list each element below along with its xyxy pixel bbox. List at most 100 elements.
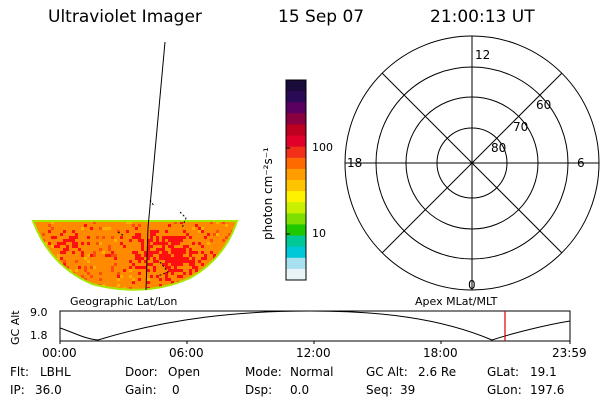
aurora-pixel [108,248,111,251]
aurora-pixel [171,236,174,239]
altitude-xtick: 23:59 [552,346,587,360]
aurora-pixel [66,290,69,293]
aurora-pixel [150,239,153,242]
aurora-pixel [42,233,45,236]
aurora-pixel [138,233,141,236]
aurora-pixel [129,239,132,242]
aurora-pixel [135,266,138,269]
aurora-pixel [150,236,153,239]
aurora-pixel [126,230,129,233]
aurora-pixel [132,278,135,281]
aurora-pixel [171,269,174,272]
colorbar-unit-label: photon cm⁻²s⁻¹ [261,147,275,240]
aurora-pixel [183,236,186,239]
colorbar-band [286,257,306,270]
aurora-pixel [189,251,192,254]
aurora-pixel [180,269,183,272]
aurora-pixel [204,254,207,257]
aurora-pixel [180,263,183,266]
aurora-pixel [96,287,99,290]
aurora-pixel [231,290,234,293]
aurora-pixel [153,233,156,236]
aurora-pixel [213,290,216,293]
status-value-seq: 39 [400,383,416,397]
aurora-pixel [168,260,171,263]
aurora-pixel [204,236,207,239]
map-right-caption: Apex MLat/MLT [415,295,498,308]
map-left-caption: Geographic Lat/Lon [70,295,178,308]
aurora-pixel [186,284,189,287]
aurora-pixel [174,269,177,272]
aurora-pixel [162,248,165,251]
aurora-pixel [144,260,147,263]
aurora-pixel [150,263,153,266]
aurora-pixel [48,266,51,269]
aurora-pixel [135,236,138,239]
aurora-pixel [111,266,114,269]
aurora-pixel [87,287,90,290]
aurora-pixel [138,254,141,257]
aurora-pixel [138,272,141,275]
aurora-pixel [36,293,39,296]
aurora-pixel [192,263,195,266]
aurora-pixel [87,242,90,245]
polar-plot [344,35,600,291]
aurora-pixel [174,260,177,263]
aurora-pixel [150,245,153,248]
altitude-ylabel: GC Alt [9,310,22,345]
aurora-pixel [138,266,141,269]
aurora-pixel [201,251,204,254]
aurora-pixel [189,272,192,275]
colorbar-band [286,113,306,125]
aurora-pixel [219,272,222,275]
aurora-pixel [114,257,117,260]
altitude-ytick-9: 9.0 [30,306,48,319]
colorbar [285,79,307,281]
aurora-pixel [111,254,114,257]
aurora-pixel [48,242,51,245]
aurora-pixel [54,281,57,284]
aurora-pixel [177,254,180,257]
status-value-dsp: 0.0 [290,383,310,397]
aurora-pixel [159,242,162,245]
aurora-pixel [213,254,216,257]
aurora-pixel [174,248,177,251]
aurora-pixel [126,221,129,224]
aurora-pixel [171,248,174,251]
aurora-pixel [150,230,153,233]
aurora-pixel [201,281,204,284]
aurora-pixel [69,239,72,242]
aurora-pixel [69,278,72,281]
aurora-pixel [144,254,147,257]
aurora-pixel [69,287,72,290]
aurora-pixel [60,233,63,236]
aurora-pixel [192,242,195,245]
aurora-pixel [174,257,177,260]
aurora-pixel [111,251,114,254]
aurora-pixel [165,257,168,260]
mlt-label-12: 12 [475,48,491,62]
aurora-pixel [120,275,123,278]
aurora-pixel [225,284,228,287]
aurora-pixel [135,251,138,254]
aurora-pixel [96,236,99,239]
aurora-pixel [177,263,180,266]
aurora-pixel [198,230,201,233]
colorbar-band [286,180,306,192]
aurora-pixel [153,266,156,269]
aurora-pixel [51,290,54,293]
aurora-pixel [234,287,237,290]
aurora-pixel [66,239,69,242]
aurora-pixel [48,287,51,290]
lat-ring-label-80: 80 [491,141,507,155]
aurora-pixel [129,269,132,272]
aurora-pixel [156,260,159,263]
aurora-pixel [186,257,189,260]
aurora-pixel [174,242,177,245]
aurora-pixel [51,275,54,278]
aurora-pixel [165,236,168,239]
aurora-pixel [93,266,96,269]
colorbar-band [286,102,306,114]
aurora-pixel [180,239,183,242]
aurora-pixel [165,254,168,257]
